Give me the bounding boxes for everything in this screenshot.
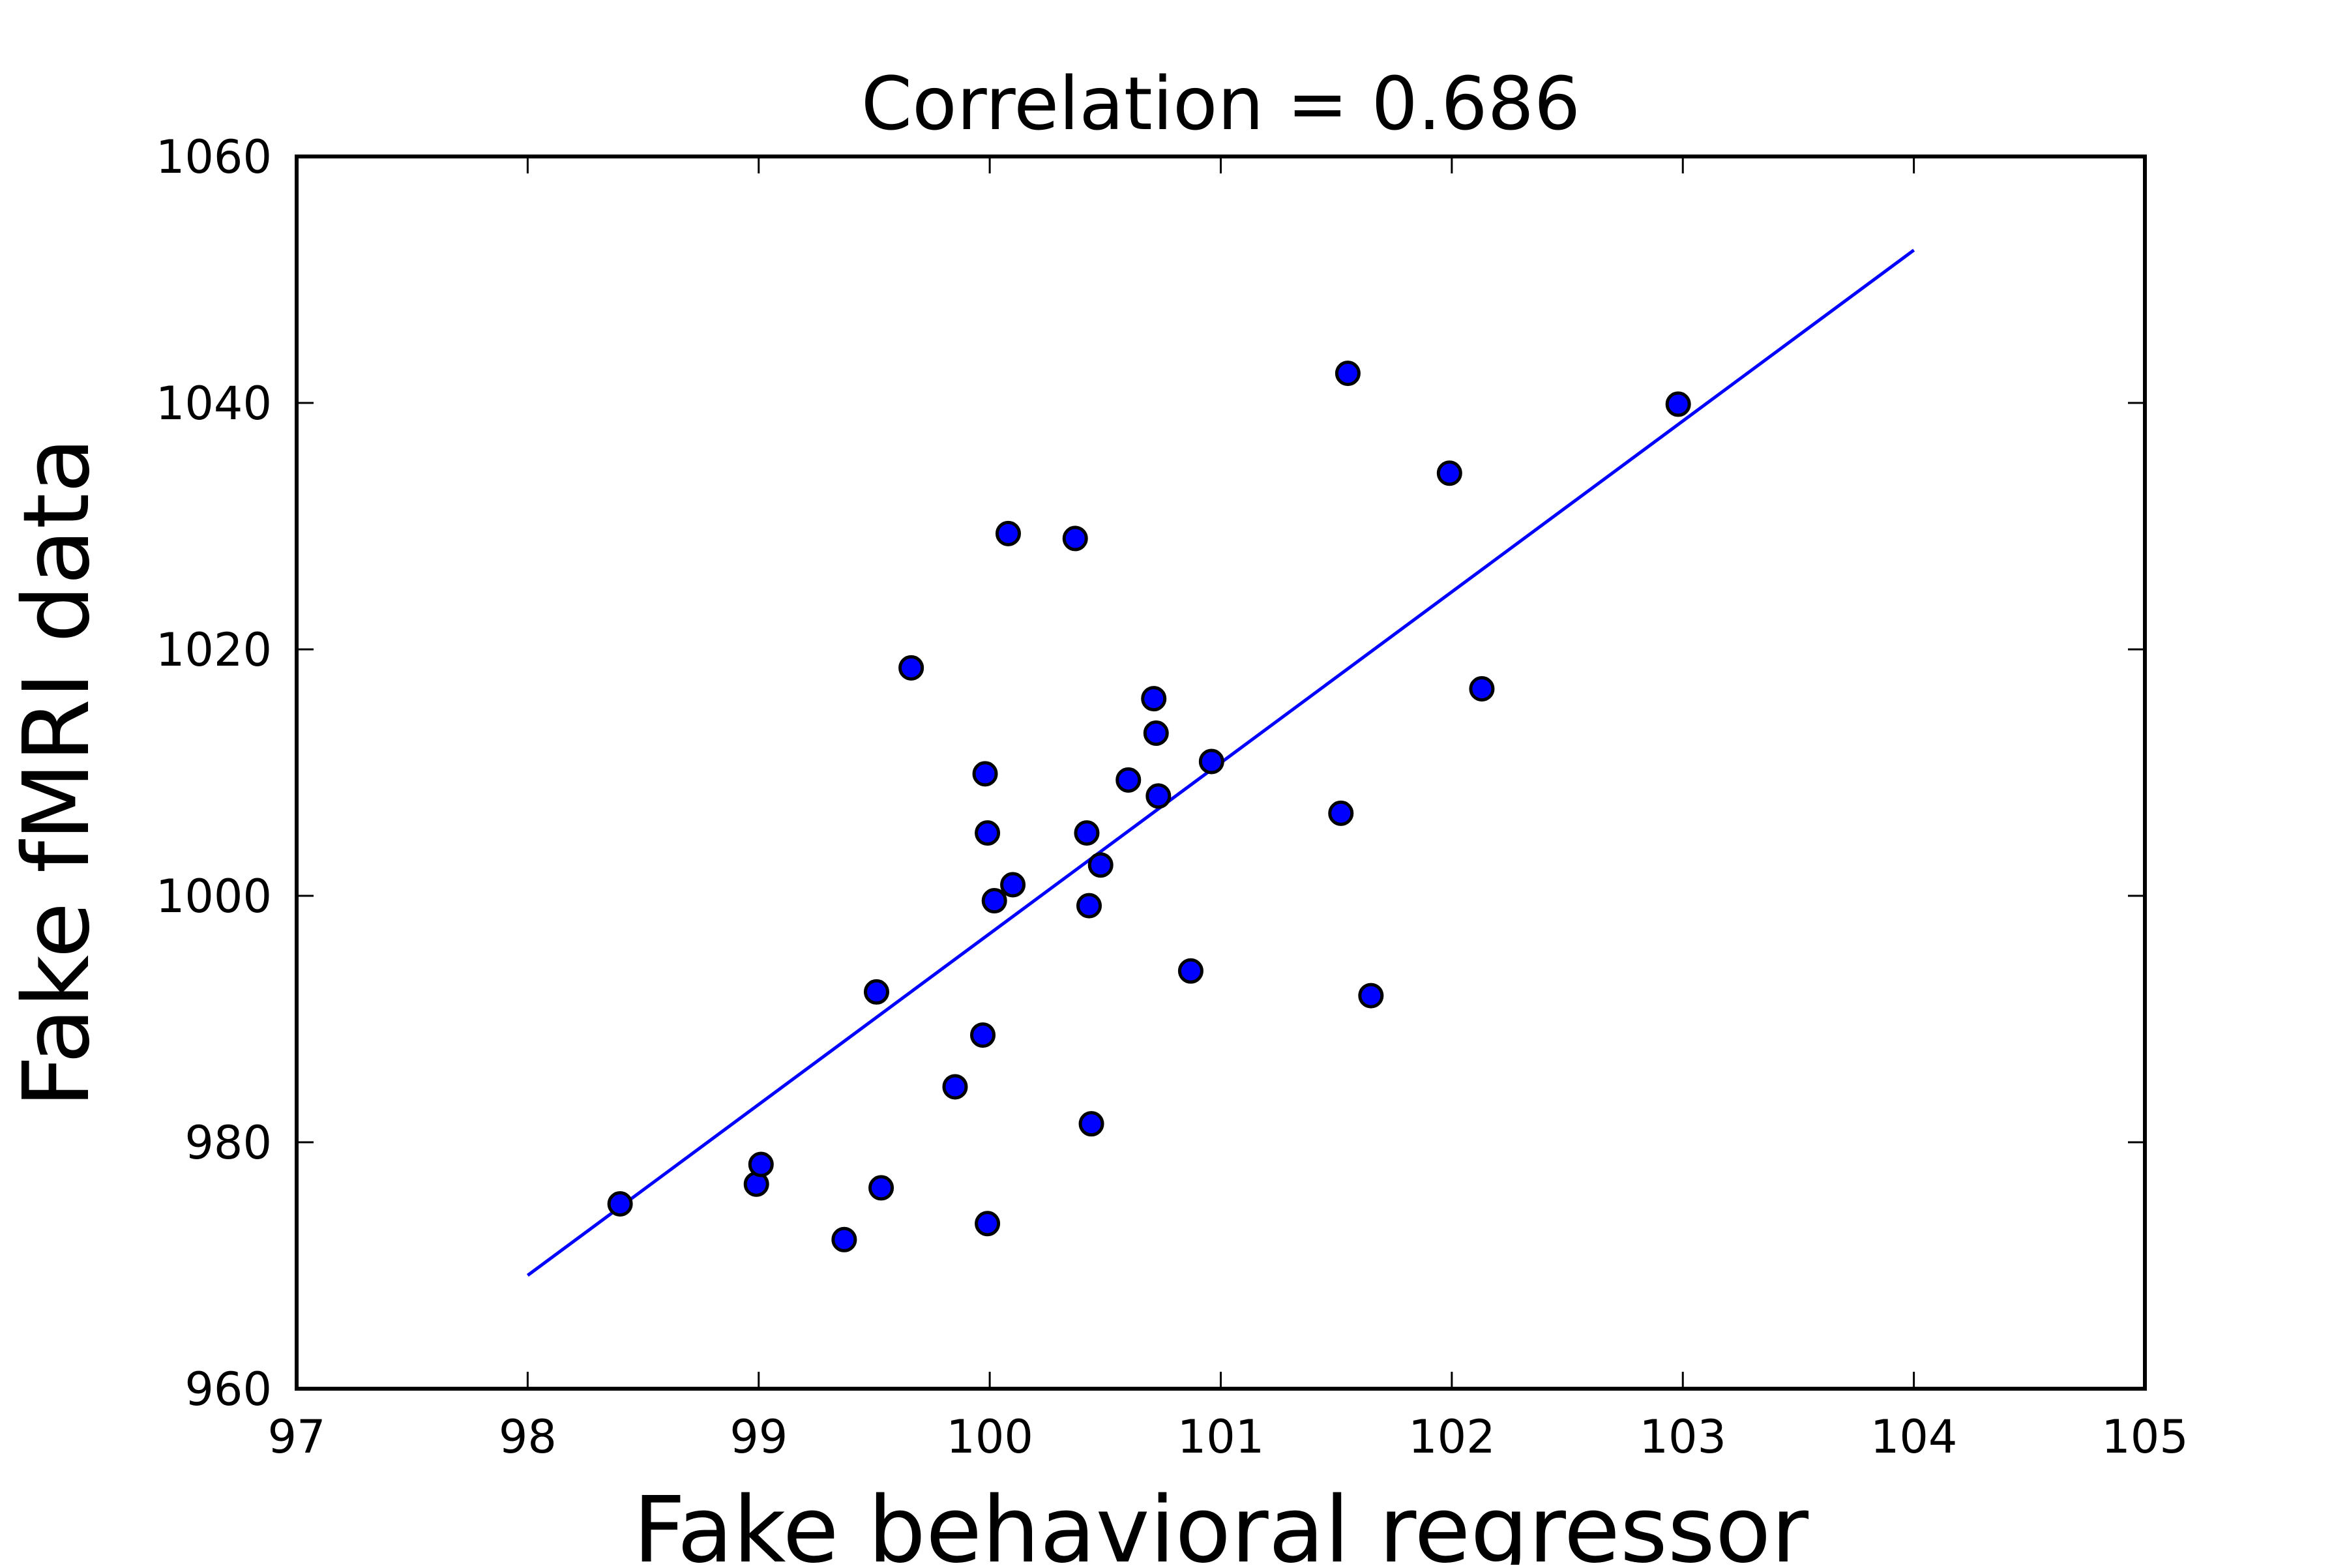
x-tick-label: 104: [1870, 1410, 1958, 1464]
plot-frame: [295, 155, 2147, 1391]
scatter-point: [975, 820, 1001, 846]
scatter-point: [1087, 852, 1114, 878]
scatter-point: [1436, 460, 1462, 486]
y-tick-label: 1020: [156, 623, 272, 677]
y-tick-label: 1000: [156, 870, 272, 923]
scatter-point: [1143, 720, 1169, 747]
scatter-point: [863, 979, 889, 1005]
scatter-point: [942, 1074, 968, 1100]
scatter-point: [1358, 983, 1384, 1009]
scatter-point: [1177, 958, 1203, 984]
scatter-point: [748, 1151, 774, 1177]
x-tick-label: 103: [1639, 1410, 1726, 1464]
x-tick-label: 102: [1408, 1410, 1496, 1464]
scatter-point: [1076, 893, 1102, 919]
scatter-point: [972, 761, 998, 787]
x-axis-title: Fake behavioral regressor: [633, 1477, 1808, 1565]
scatter-point: [1328, 800, 1354, 826]
y-tick-label: 1060: [156, 130, 272, 184]
x-tick-label: 105: [2101, 1410, 2189, 1464]
plot-layer: [526, 248, 1915, 1277]
scatter-point: [1078, 1111, 1104, 1137]
scatter-point: [981, 888, 1007, 914]
scatter-point: [1469, 675, 1495, 702]
scatter-point: [1062, 525, 1088, 552]
tick-layer: 97 98 99 100 101 102 103 104 105 960 980 1000 1020 10…: [156, 130, 2189, 1464]
scatter-point: [995, 520, 1021, 546]
scatter-point: [607, 1191, 633, 1217]
scatter-point: [975, 1211, 1001, 1237]
scatter-point: [969, 1022, 996, 1048]
scatter-point: [1115, 767, 1142, 793]
scatter-point: [1074, 820, 1100, 846]
y-tick-label: 1040: [156, 377, 272, 430]
x-tick-label: 101: [1177, 1410, 1265, 1464]
scatter-point: [868, 1175, 894, 1201]
y-axis-title: Fake fMRI data: [4, 437, 110, 1108]
x-tick-label: 98: [499, 1410, 557, 1464]
y-tick-label: 960: [185, 1363, 272, 1416]
chart-title: Correlation = 0.686: [861, 62, 1580, 147]
scatter-point: [1000, 872, 1026, 898]
scatter-point: [1335, 361, 1361, 387]
scatter-point: [831, 1226, 857, 1252]
y-tick-label: 980: [185, 1116, 272, 1170]
scatter-point: [1145, 783, 1172, 809]
scatter-point: [1665, 391, 1691, 417]
x-tick-label: 99: [730, 1410, 788, 1464]
scatter-point: [1198, 748, 1224, 775]
scatter-point: [898, 655, 924, 681]
scatter-point: [1141, 686, 1167, 712]
x-tick-label: 100: [946, 1410, 1033, 1464]
x-tick-label: 97: [267, 1410, 325, 1464]
